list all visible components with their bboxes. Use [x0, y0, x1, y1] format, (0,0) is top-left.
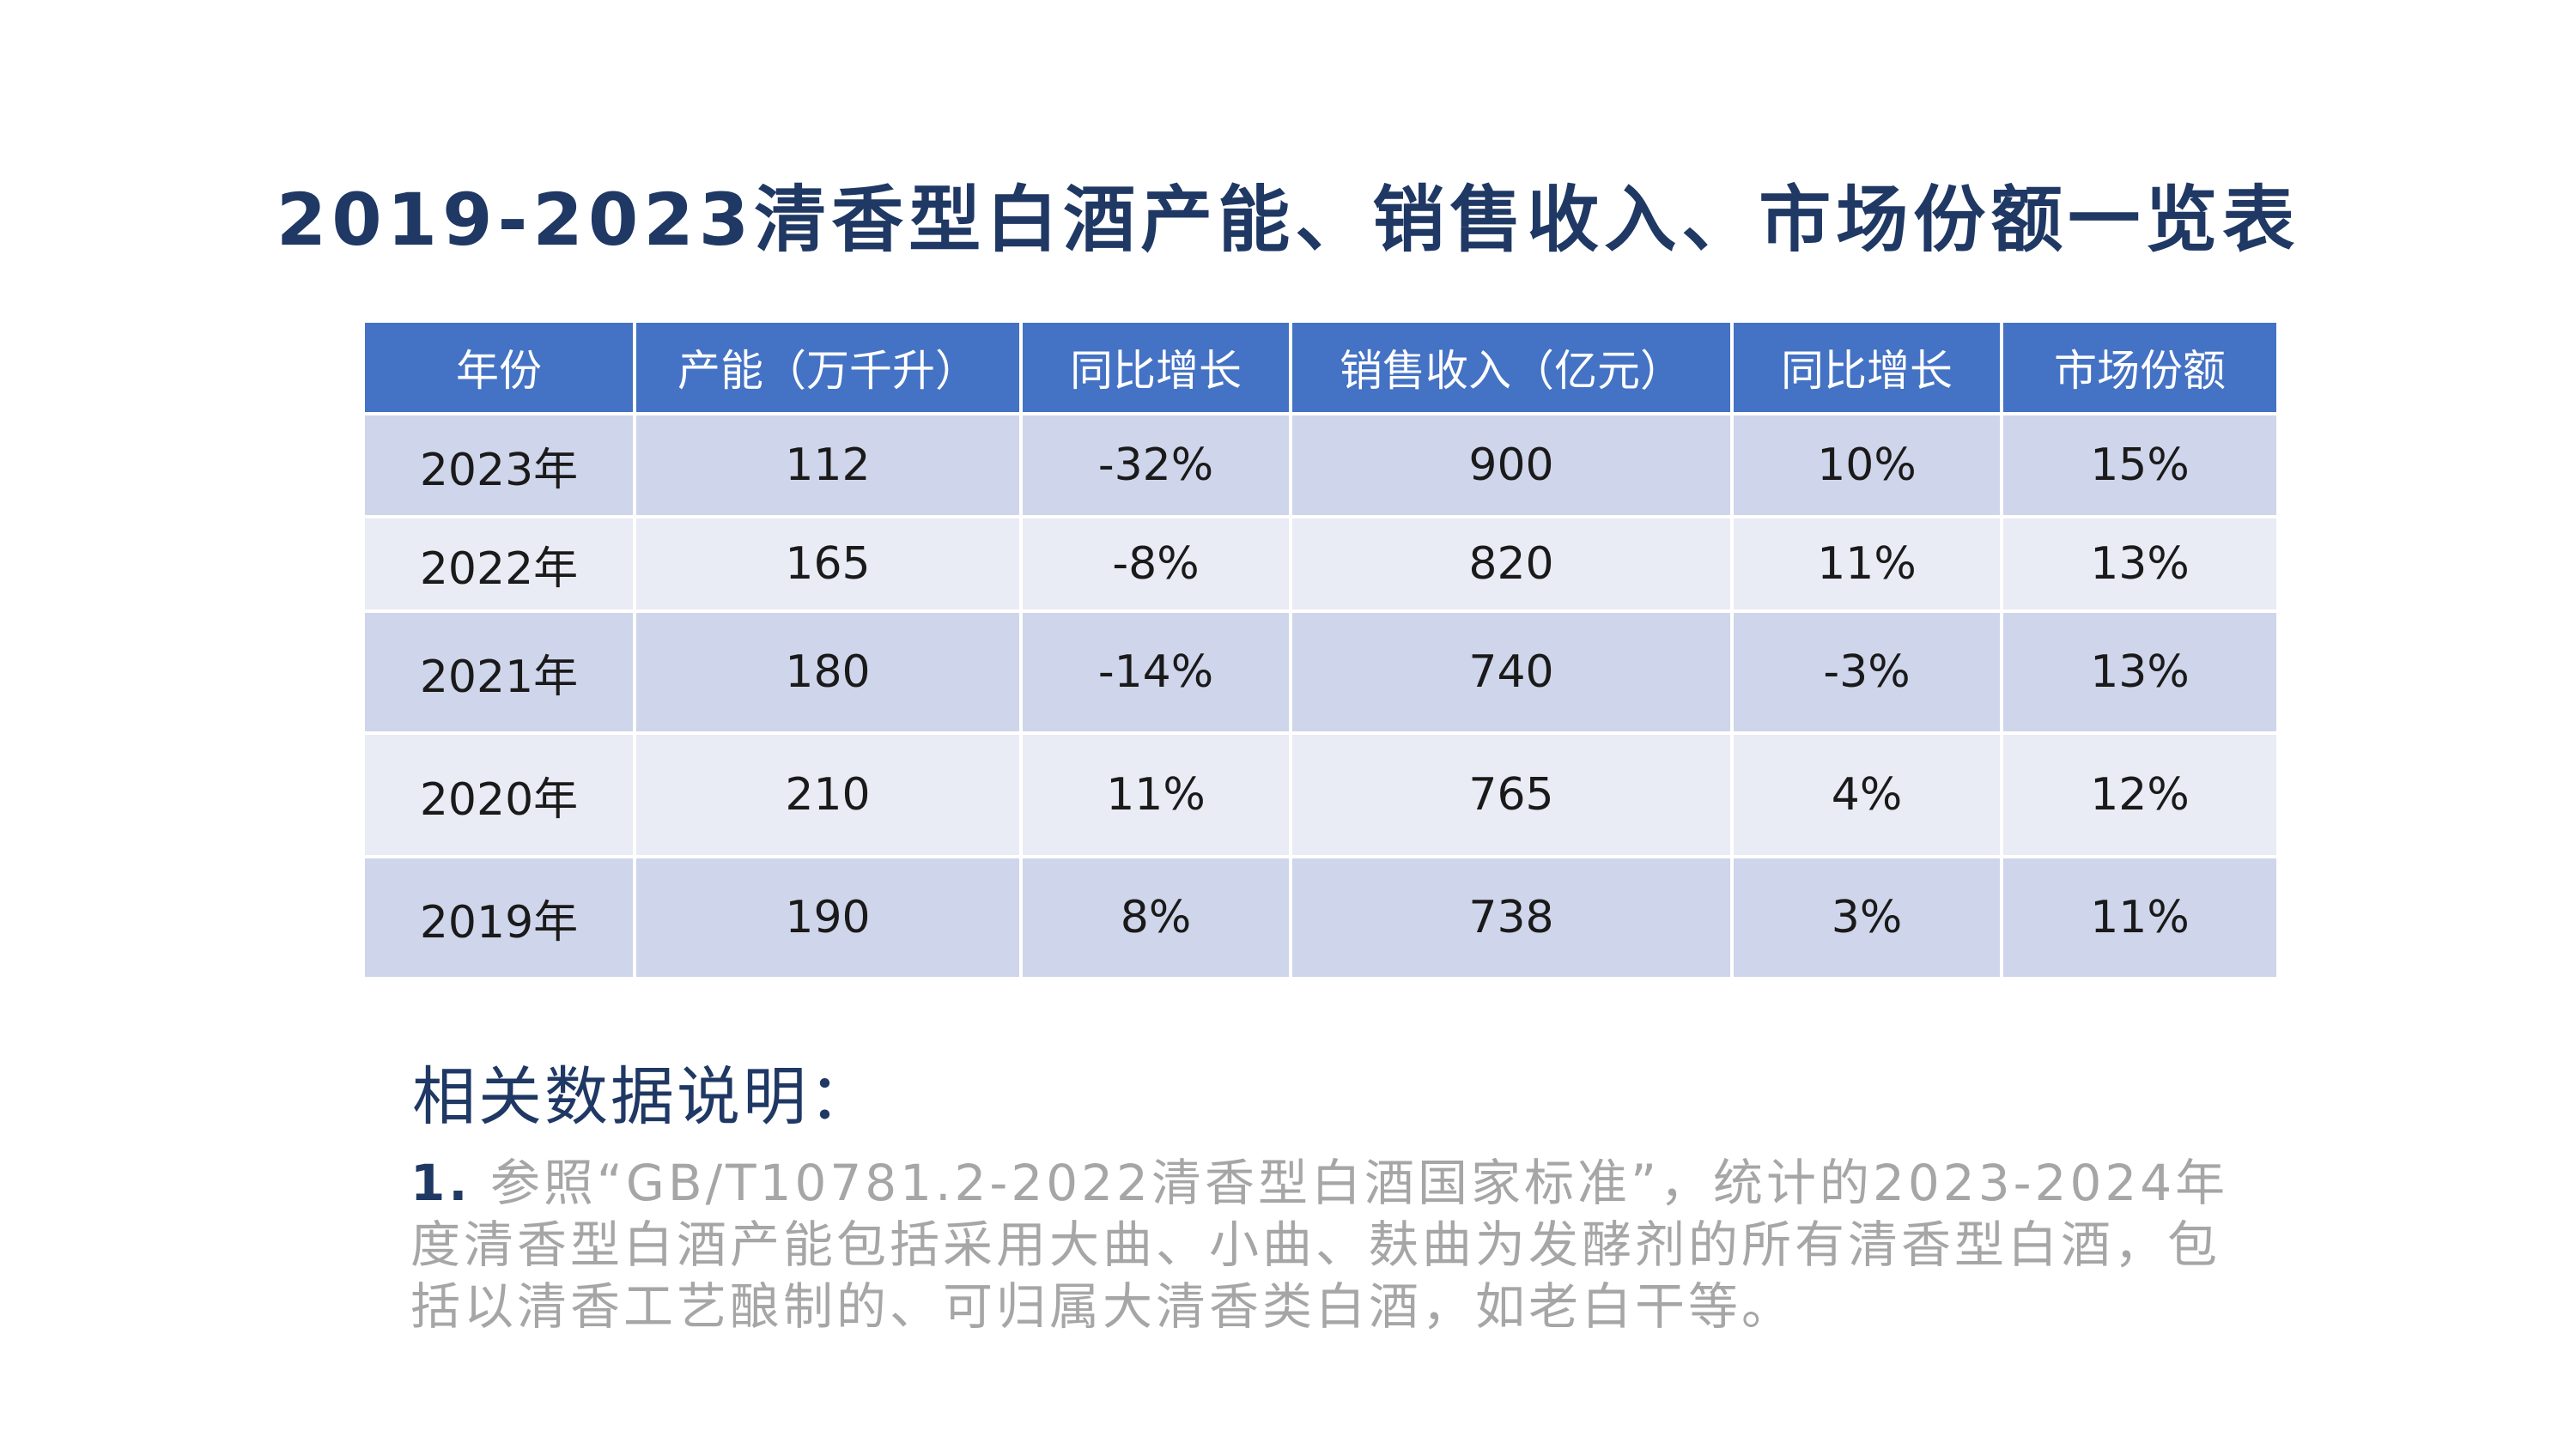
cell-revenue-growth: 3%	[1730, 855, 2003, 980]
cell-capacity-growth: -8%	[1019, 515, 1292, 613]
cell-market-share: 13%	[2000, 515, 2280, 613]
cell-market-share: 11%	[2000, 855, 2280, 980]
cell-revenue-growth: 11%	[1730, 515, 2003, 613]
cell-year: 2019年	[361, 855, 636, 980]
cell-revenue: 765	[1289, 731, 1734, 858]
note-text: 参照“GB/T10781.2-2022清香型白酒国家标准”，统计的2023-20…	[410, 1154, 2229, 1336]
cell-year: 2021年	[361, 609, 636, 735]
cell-year: 2023年	[361, 412, 636, 518]
cell-revenue-growth: -3%	[1730, 609, 2003, 735]
cell-revenue: 900	[1289, 412, 1734, 518]
cell-capacity: 180	[633, 609, 1023, 735]
table-row: 2022年 165 -8% 820 11% 13%	[361, 515, 2280, 613]
column-header-capacity-growth: 同比增长	[1019, 319, 1292, 415]
cell-capacity: 210	[633, 731, 1023, 858]
note-item: 1. 参照“GB/T10781.2-2022清香型白酒国家标准”，统计的2023…	[410, 1152, 2248, 1337]
table-header-row: 年份 产能（万千升） 同比增长 销售收入（亿元） 同比增长 市场份额	[361, 319, 2280, 415]
column-header-year: 年份	[361, 319, 636, 415]
cell-capacity: 190	[633, 855, 1023, 980]
cell-capacity-growth: 11%	[1019, 731, 1292, 858]
cell-year: 2020年	[361, 731, 636, 858]
table-row: 2019年 190 8% 738 3% 11%	[361, 855, 2280, 980]
cell-market-share: 12%	[2000, 731, 2280, 858]
cell-capacity-growth: -32%	[1019, 412, 1292, 518]
table-row: 2023年 112 -32% 900 10% 15%	[361, 412, 2280, 518]
table-row: 2020年 210 11% 765 4% 12%	[361, 731, 2280, 858]
cell-capacity-growth: -14%	[1019, 609, 1292, 735]
cell-revenue-growth: 4%	[1730, 731, 2003, 858]
column-header-market-share: 市场份额	[2000, 319, 2280, 415]
cell-market-share: 13%	[2000, 609, 2280, 735]
page-title: 2019-2023清香型白酒产能、销售收入、市场份额一览表	[276, 178, 2300, 262]
notes-heading: 相关数据说明：	[412, 1060, 875, 1134]
table-row: 2021年 180 -14% 740 -3% 13%	[361, 609, 2280, 735]
note-number: 1.	[410, 1154, 471, 1212]
cell-year: 2022年	[361, 515, 636, 613]
data-table: 年份 产能（万千升） 同比增长 销售收入（亿元） 同比增长 市场份额 2023年…	[361, 319, 2280, 980]
cell-revenue: 738	[1289, 855, 1734, 980]
column-header-revenue-growth: 同比增长	[1730, 319, 2003, 415]
cell-capacity: 112	[633, 412, 1023, 518]
column-header-revenue: 销售收入（亿元）	[1289, 319, 1734, 415]
cell-capacity-growth: 8%	[1019, 855, 1292, 980]
cell-revenue: 740	[1289, 609, 1734, 735]
cell-market-share: 15%	[2000, 412, 2280, 518]
cell-revenue: 820	[1289, 515, 1734, 613]
cell-capacity: 165	[633, 515, 1023, 613]
cell-revenue-growth: 10%	[1730, 412, 2003, 518]
column-header-capacity: 产能（万千升）	[633, 319, 1023, 415]
